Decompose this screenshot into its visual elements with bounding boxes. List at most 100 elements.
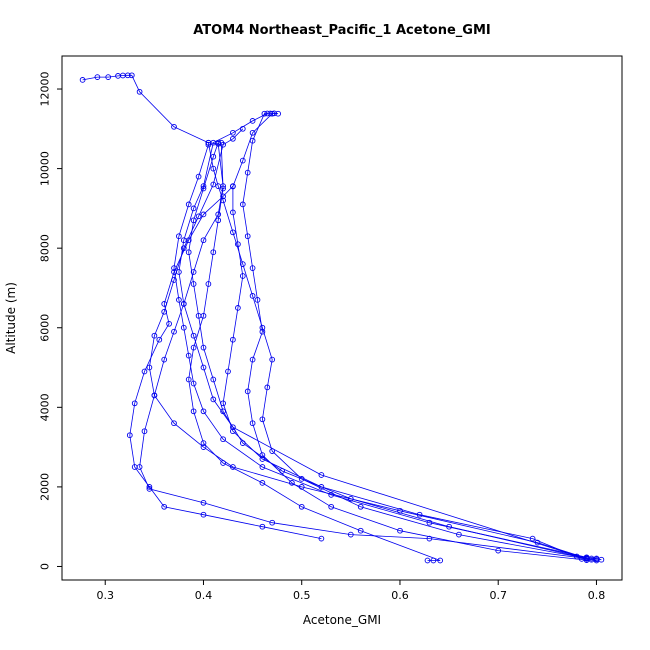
profile-line xyxy=(222,113,597,560)
data-point xyxy=(347,531,354,538)
data-point xyxy=(195,213,202,220)
y-tick-label: 12000 xyxy=(39,72,52,107)
data-point xyxy=(171,123,177,130)
data-point xyxy=(259,523,266,530)
data-point xyxy=(230,135,236,142)
data-point xyxy=(583,556,590,562)
data-point xyxy=(230,464,236,470)
data-point xyxy=(94,74,101,80)
data-point xyxy=(190,380,197,387)
data-point xyxy=(495,547,502,554)
profile-line xyxy=(208,142,592,561)
data-point xyxy=(275,110,281,117)
data-point xyxy=(357,503,364,510)
data-point xyxy=(426,519,433,526)
data-point xyxy=(437,557,444,564)
data-point xyxy=(357,527,364,534)
data-point xyxy=(328,492,335,498)
data-point xyxy=(593,555,600,562)
data-point xyxy=(146,364,153,371)
data-point xyxy=(131,464,138,470)
data-point xyxy=(141,428,148,435)
data-point xyxy=(156,336,163,343)
data-point xyxy=(249,265,256,271)
data-point xyxy=(185,201,192,208)
profile-line xyxy=(242,112,602,561)
data-point xyxy=(176,233,182,240)
data-point xyxy=(220,436,226,443)
data-point xyxy=(190,269,197,275)
data-point xyxy=(200,211,207,218)
data-point xyxy=(210,396,217,403)
x-tick-label: 0.4 xyxy=(195,589,213,602)
data-point xyxy=(161,308,168,315)
data-point xyxy=(249,356,256,363)
data-point xyxy=(244,169,251,176)
data-point xyxy=(151,392,158,399)
data-point xyxy=(230,229,236,236)
data-point xyxy=(239,273,246,279)
data-point xyxy=(318,535,325,542)
plot-layer: 0.3 0.4 0.5 0.6 0.7 0.8 0 2000 4000 6000 8000 10000… xyxy=(39,55,623,602)
profile-line xyxy=(188,142,597,561)
data-point xyxy=(79,77,86,83)
data-point xyxy=(235,241,241,248)
data-point xyxy=(220,193,226,200)
data-point xyxy=(200,183,207,189)
data-point xyxy=(456,531,462,538)
data-point xyxy=(171,265,177,271)
data-point xyxy=(180,324,187,331)
data-point xyxy=(235,305,241,311)
data-point xyxy=(161,301,168,307)
profile-line xyxy=(148,128,587,559)
data-point xyxy=(185,249,192,256)
data-point xyxy=(210,139,217,146)
data-point xyxy=(176,269,182,275)
data-point xyxy=(259,416,266,423)
x-tick-label: 0.7 xyxy=(489,589,507,602)
y-axis-label: Altitude (m) xyxy=(4,282,18,354)
data-point xyxy=(185,352,192,359)
data-point xyxy=(200,344,207,351)
data-point xyxy=(200,237,207,244)
data-point xyxy=(426,535,433,542)
data-point xyxy=(180,301,187,307)
data-point xyxy=(529,535,536,542)
profile-line xyxy=(188,142,441,561)
data-point xyxy=(225,368,231,375)
data-point xyxy=(318,472,325,478)
data-point xyxy=(249,420,256,427)
data-point xyxy=(195,312,202,319)
x-tick-label: 0.8 xyxy=(588,589,606,602)
data-point xyxy=(200,408,207,415)
data-point xyxy=(210,376,217,383)
data-point xyxy=(161,503,168,510)
data-point xyxy=(298,503,305,510)
data-point xyxy=(230,424,236,431)
data-point xyxy=(180,237,187,244)
data-point xyxy=(269,519,276,526)
data-point xyxy=(289,480,295,486)
data-point xyxy=(176,297,182,303)
data-point xyxy=(239,261,246,267)
data-point xyxy=(200,444,207,450)
data-point xyxy=(215,211,222,218)
data-point xyxy=(244,388,251,395)
data-point xyxy=(279,468,285,474)
data-point xyxy=(171,328,177,335)
data-point xyxy=(397,507,403,514)
data-point xyxy=(190,408,197,415)
data-point xyxy=(161,356,168,363)
data-point xyxy=(239,157,246,164)
data-point xyxy=(244,233,251,240)
x-axis-label: Acetone_GMI xyxy=(303,613,381,627)
plot-box xyxy=(61,55,623,581)
data-point xyxy=(239,201,246,208)
data-point xyxy=(397,527,403,534)
data-point xyxy=(249,118,256,124)
data-point xyxy=(264,110,271,117)
data-point xyxy=(220,197,226,204)
data-point xyxy=(259,324,266,331)
data-point xyxy=(215,217,222,224)
